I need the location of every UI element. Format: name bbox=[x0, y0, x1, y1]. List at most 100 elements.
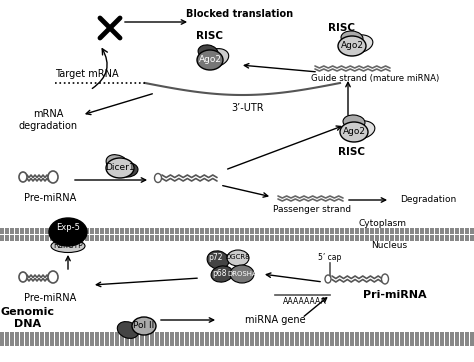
Text: Ago2: Ago2 bbox=[340, 42, 364, 51]
Bar bbox=[205, 228, 209, 234]
Text: mRNA
degradation: mRNA degradation bbox=[18, 109, 78, 131]
Bar bbox=[230, 228, 234, 234]
Bar bbox=[185, 332, 189, 346]
Bar bbox=[355, 235, 359, 241]
Bar bbox=[460, 332, 464, 346]
Ellipse shape bbox=[118, 163, 138, 177]
Bar bbox=[115, 235, 119, 241]
Bar bbox=[410, 228, 414, 234]
Text: Exp-5: Exp-5 bbox=[56, 223, 80, 232]
Ellipse shape bbox=[48, 271, 58, 283]
Bar bbox=[130, 332, 134, 346]
Bar bbox=[130, 228, 134, 234]
Bar bbox=[425, 228, 429, 234]
Bar bbox=[45, 332, 49, 346]
Bar bbox=[280, 235, 284, 241]
Bar bbox=[150, 235, 154, 241]
Bar bbox=[160, 235, 164, 241]
Bar bbox=[390, 228, 394, 234]
Bar bbox=[455, 228, 459, 234]
Bar bbox=[55, 228, 59, 234]
Bar bbox=[115, 228, 119, 234]
Bar bbox=[265, 332, 269, 346]
Bar bbox=[260, 332, 264, 346]
Text: Degradation: Degradation bbox=[400, 195, 456, 205]
Text: p72: p72 bbox=[209, 253, 223, 262]
Bar bbox=[205, 332, 209, 346]
Bar bbox=[215, 228, 219, 234]
Text: Pol II: Pol II bbox=[133, 321, 155, 331]
Bar bbox=[430, 332, 434, 346]
Bar bbox=[325, 332, 329, 346]
Bar bbox=[95, 235, 99, 241]
Bar bbox=[340, 332, 344, 346]
Bar bbox=[460, 228, 464, 234]
Ellipse shape bbox=[198, 45, 218, 59]
Bar bbox=[440, 235, 444, 241]
Bar bbox=[245, 332, 249, 346]
Bar bbox=[245, 228, 249, 234]
Bar bbox=[320, 235, 324, 241]
Bar bbox=[165, 228, 169, 234]
Bar bbox=[145, 228, 149, 234]
Ellipse shape bbox=[106, 155, 130, 173]
Bar bbox=[20, 332, 24, 346]
Bar bbox=[195, 332, 199, 346]
Bar bbox=[425, 332, 429, 346]
Text: RISC: RISC bbox=[338, 147, 365, 157]
Bar bbox=[310, 332, 314, 346]
Bar bbox=[80, 228, 84, 234]
Bar bbox=[350, 332, 354, 346]
Text: Guide strand (mature miRNA): Guide strand (mature miRNA) bbox=[311, 73, 439, 83]
Bar bbox=[290, 332, 294, 346]
Bar bbox=[170, 332, 174, 346]
Bar bbox=[30, 235, 34, 241]
Bar bbox=[105, 228, 109, 234]
Text: Ago2: Ago2 bbox=[343, 127, 365, 136]
Bar bbox=[415, 235, 419, 241]
Bar bbox=[175, 235, 179, 241]
Bar bbox=[235, 228, 239, 234]
Bar bbox=[45, 228, 49, 234]
Bar bbox=[15, 332, 19, 346]
Bar bbox=[195, 235, 199, 241]
Ellipse shape bbox=[117, 321, 139, 338]
Ellipse shape bbox=[338, 36, 366, 56]
Bar bbox=[400, 235, 404, 241]
Bar bbox=[390, 332, 394, 346]
Bar bbox=[20, 235, 24, 241]
Bar bbox=[75, 228, 79, 234]
Bar bbox=[385, 228, 389, 234]
Bar bbox=[300, 332, 304, 346]
Bar bbox=[395, 332, 399, 346]
Text: Dicer1: Dicer1 bbox=[105, 164, 135, 173]
Bar bbox=[10, 228, 14, 234]
Bar bbox=[350, 235, 354, 241]
Ellipse shape bbox=[325, 275, 331, 283]
Ellipse shape bbox=[207, 251, 229, 269]
Text: Pre-miRNA: Pre-miRNA bbox=[24, 193, 76, 203]
Bar bbox=[110, 235, 114, 241]
Bar bbox=[210, 235, 214, 241]
Ellipse shape bbox=[201, 49, 229, 67]
Text: DROSHA: DROSHA bbox=[227, 271, 257, 277]
Bar bbox=[400, 228, 404, 234]
Bar bbox=[180, 228, 184, 234]
Bar bbox=[5, 228, 9, 234]
Bar bbox=[430, 235, 434, 241]
Bar bbox=[145, 235, 149, 241]
Bar bbox=[85, 235, 89, 241]
Bar bbox=[105, 332, 109, 346]
Bar bbox=[120, 332, 124, 346]
Bar bbox=[220, 332, 224, 346]
Bar bbox=[205, 235, 209, 241]
Bar bbox=[25, 235, 29, 241]
Bar bbox=[175, 332, 179, 346]
Bar bbox=[470, 235, 474, 241]
Bar bbox=[210, 332, 214, 346]
Bar bbox=[200, 332, 204, 346]
Bar bbox=[135, 228, 139, 234]
Bar bbox=[240, 332, 244, 346]
Bar bbox=[220, 228, 224, 234]
Bar bbox=[375, 228, 379, 234]
